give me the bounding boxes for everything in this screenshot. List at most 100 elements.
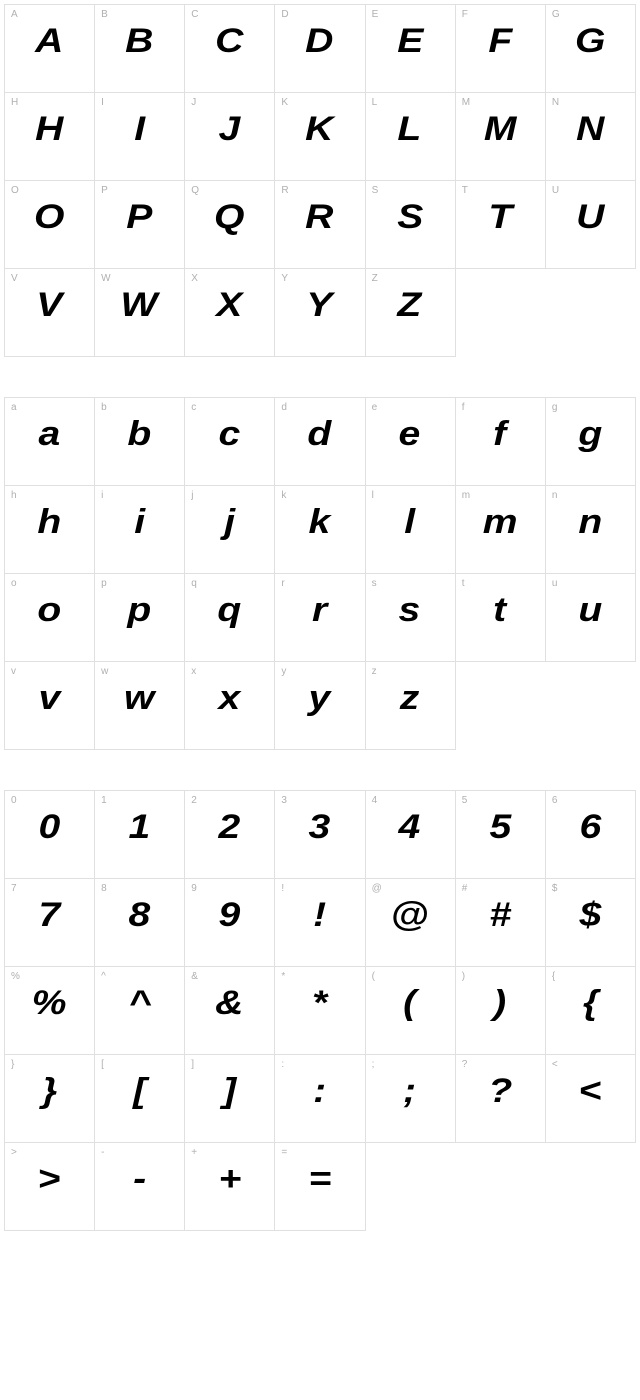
- cell-glyph: #: [489, 896, 511, 935]
- glyph-cell: QQ: [185, 181, 275, 269]
- glyph-cell: FF: [456, 5, 546, 93]
- cell-glyph: 8: [129, 896, 151, 935]
- cell-glyph: 7: [38, 896, 60, 935]
- cell-glyph: 1: [129, 808, 151, 847]
- cell-glyph: 3: [309, 808, 331, 847]
- cell-glyph: y: [309, 679, 331, 718]
- cell-label: O: [11, 185, 19, 196]
- cell-glyph: !: [313, 896, 327, 935]
- cell-label: 0: [11, 795, 17, 806]
- cell-label: b: [101, 402, 107, 413]
- glyph-cell: <<: [546, 1055, 636, 1143]
- cell-label: l: [372, 490, 374, 501]
- section-uppercase: AABBCCDDEEFFGGHHIIJJKKLLMMNNOOPPQQRRSSTT…: [4, 4, 636, 357]
- cell-glyph: a: [38, 415, 60, 454]
- cell-label: V: [11, 273, 18, 284]
- glyph-cell: 99: [185, 879, 275, 967]
- cell-label: W: [101, 273, 110, 284]
- cell-glyph: W: [121, 286, 158, 325]
- cell-label: a: [11, 402, 17, 413]
- glyph-cell: ii: [95, 486, 185, 574]
- cell-glyph: 9: [219, 896, 241, 935]
- cell-label: 8: [101, 883, 107, 894]
- glyph-cell: hh: [5, 486, 95, 574]
- glyph-grid: 00112233445566778899!!@@##$$%%^^&&**(())…: [4, 790, 636, 1231]
- cell-label: g: [552, 402, 558, 413]
- cell-label: m: [462, 490, 470, 501]
- cell-glyph: @: [391, 896, 430, 935]
- cell-glyph: z: [400, 679, 420, 718]
- cell-label: ): [462, 971, 465, 982]
- cell-label: E: [372, 9, 379, 20]
- cell-label: H: [11, 97, 18, 108]
- glyph-cell: yy: [275, 662, 365, 750]
- glyph-cell: $$: [546, 879, 636, 967]
- cell-label: I: [101, 97, 104, 108]
- cell-label: U: [552, 185, 559, 196]
- cell-glyph: K: [306, 110, 335, 149]
- glyph-cell: BB: [95, 5, 185, 93]
- cell-glyph: B: [125, 22, 154, 61]
- glyph-cell: kk: [275, 486, 365, 574]
- glyph-cell: [[: [95, 1055, 185, 1143]
- empty-cell: [546, 1143, 636, 1231]
- cell-label: c: [191, 402, 196, 413]
- cell-glyph: F: [488, 22, 512, 61]
- cell-label: f: [462, 402, 465, 413]
- glyph-cell: ww: [95, 662, 185, 750]
- cell-glyph: N: [576, 110, 605, 149]
- glyph-cell: nn: [546, 486, 636, 574]
- cell-label: i: [101, 490, 103, 501]
- cell-label: u: [552, 578, 558, 589]
- cell-label: d: [281, 402, 287, 413]
- glyph-cell: mm: [456, 486, 546, 574]
- cell-label: $: [552, 883, 558, 894]
- cell-label: 4: [372, 795, 378, 806]
- cell-glyph: V: [36, 286, 63, 325]
- cell-glyph: A: [35, 22, 64, 61]
- cell-glyph: +: [218, 1160, 241, 1199]
- cell-glyph: h: [37, 503, 61, 542]
- cell-glyph: i: [134, 503, 145, 542]
- cell-glyph: l: [404, 503, 415, 542]
- cell-label: h: [11, 490, 17, 501]
- cell-label: L: [372, 97, 378, 108]
- glyph-cell: NN: [546, 93, 636, 181]
- cell-label: %: [11, 971, 20, 982]
- cell-glyph: m: [483, 503, 518, 542]
- cell-label: 5: [462, 795, 468, 806]
- cell-glyph: }: [42, 1072, 58, 1111]
- cell-glyph: 4: [399, 808, 421, 847]
- glyph-cell: SS: [366, 181, 456, 269]
- glyph-cell: GG: [546, 5, 636, 93]
- glyph-cell: vv: [5, 662, 95, 750]
- cell-label: M: [462, 97, 470, 108]
- cell-label: G: [552, 9, 560, 20]
- cell-label: s: [372, 578, 377, 589]
- cell-label: 7: [11, 883, 17, 894]
- cell-label: =: [281, 1147, 287, 1158]
- glyph-cell: OO: [5, 181, 95, 269]
- cell-glyph: 6: [579, 808, 601, 847]
- empty-cell: [366, 1143, 456, 1231]
- glyph-cell: XX: [185, 269, 275, 357]
- cell-glyph: x: [219, 679, 241, 718]
- cell-glyph: $: [579, 896, 601, 935]
- glyph-cell: }}: [5, 1055, 95, 1143]
- cell-glyph: v: [38, 679, 60, 718]
- glyph-cell: rr: [275, 574, 365, 662]
- glyph-cell: HH: [5, 93, 95, 181]
- cell-label: 9: [191, 883, 197, 894]
- glyph-cell: 22: [185, 791, 275, 879]
- cell-glyph: P: [126, 198, 153, 237]
- cell-label: F: [462, 9, 468, 20]
- cell-glyph: f: [493, 415, 507, 454]
- section-numbers-symbols: 00112233445566778899!!@@##$$%%^^&&**(())…: [4, 790, 636, 1231]
- glyph-cell: cc: [185, 398, 275, 486]
- cell-glyph: *: [312, 984, 328, 1023]
- cell-label: Y: [281, 273, 288, 284]
- glyph-cell: PP: [95, 181, 185, 269]
- glyph-cell: xx: [185, 662, 275, 750]
- cell-glyph: s: [399, 591, 421, 630]
- cell-label: C: [191, 9, 198, 20]
